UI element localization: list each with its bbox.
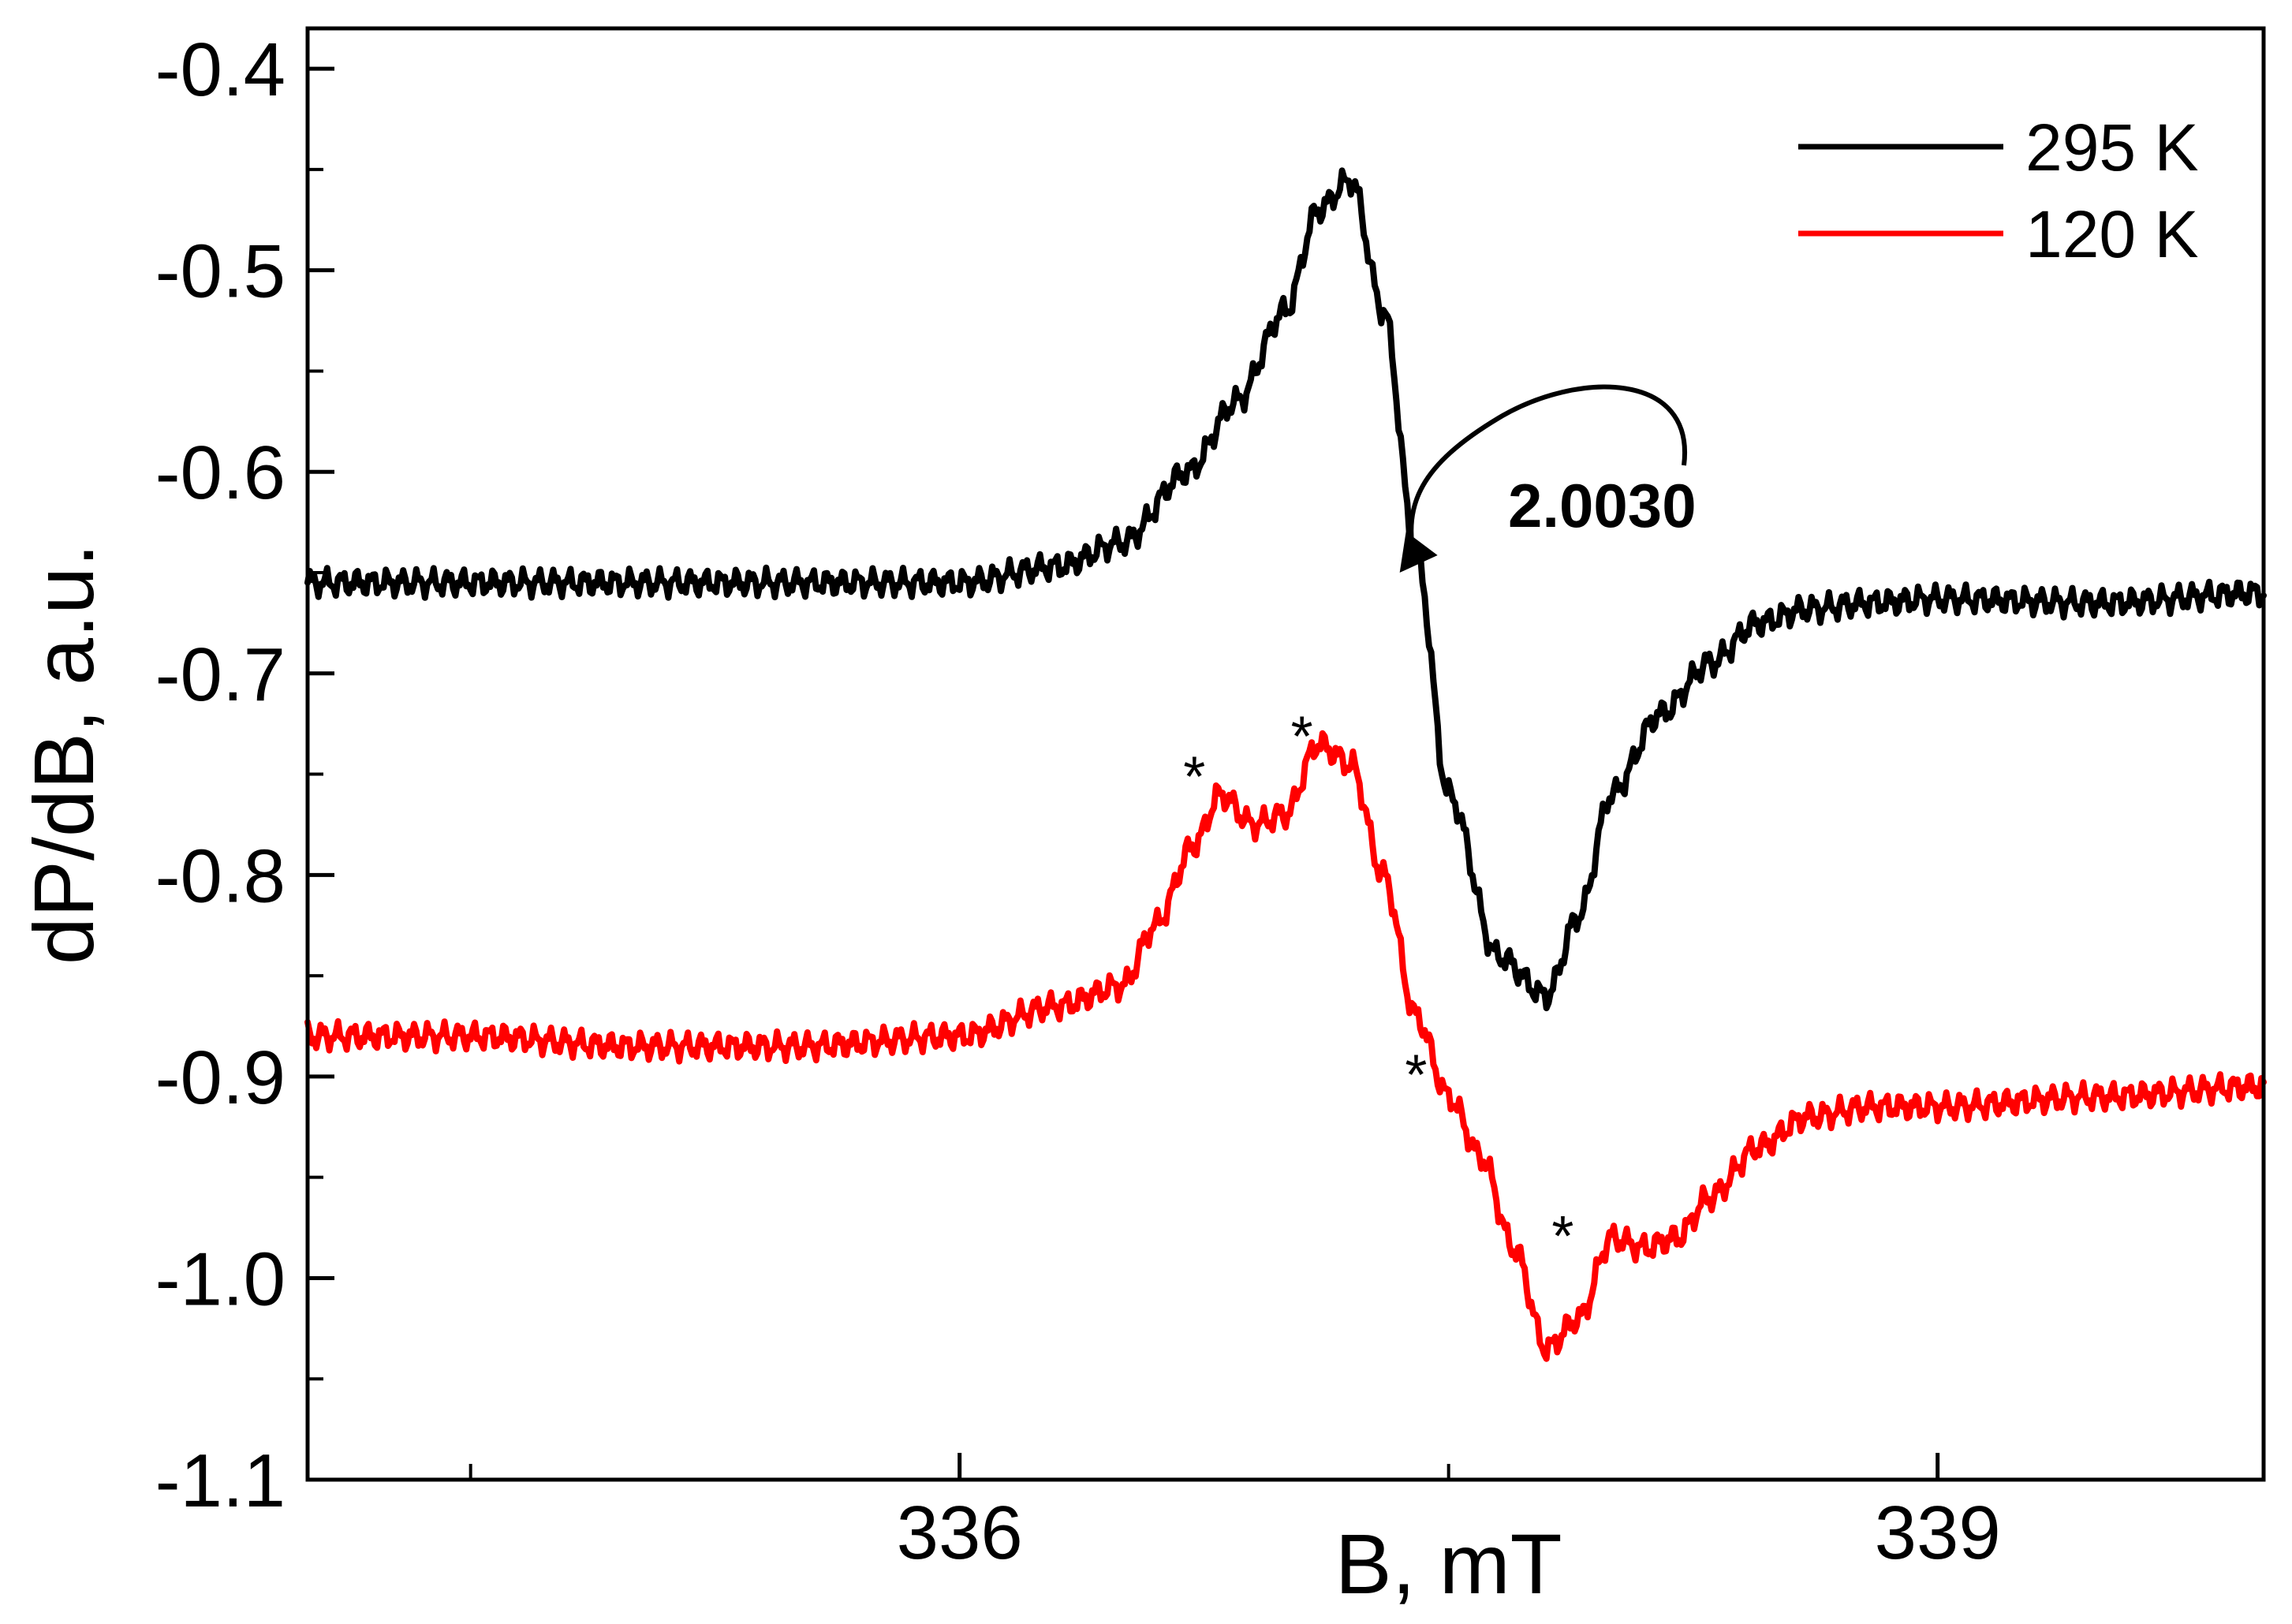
annotation-arrow [1409,384,1688,558]
x-tick-label: 339 [1875,1491,2001,1575]
axis-ticks [308,66,1940,1482]
x-tick-label: 336 [897,1491,1023,1575]
y-tick-label: -0.6 [155,431,286,515]
annotation-star: * [1291,705,1313,768]
y-tick-label: -0.8 [155,834,286,918]
axis-tick-labels: -0.4 -0.5 -0.6 -0.7 -0.8 -0.9 -1.0 -1.1 336 339 [155,28,2001,1575]
y-tick-label: -0.5 [155,230,286,314]
x-axis-title: B, mT [1335,1516,1562,1611]
legend-label-120k: 120 K [2025,197,2199,271]
annotation-star: * [1183,745,1205,808]
series-line-120k [304,730,2267,1362]
y-tick-label: -1.0 [155,1237,286,1321]
annotation-g-factor: 2.0030 [1508,471,1697,540]
y-tick-label: -0.9 [155,1036,286,1120]
annotation-arrowhead [1399,532,1438,573]
series-line-295k [304,167,2267,1012]
y-tick-label: -1.1 [155,1439,286,1523]
annotation-star: * [1551,1205,1573,1268]
y-tick-label: -0.4 [155,28,286,112]
annotation-star: * [1405,1044,1427,1107]
legend: 295 K 120 K [1798,110,2199,271]
legend-label-295k: 295 K [2025,110,2199,185]
y-axis-title: dP/dB, a.u. [16,543,111,965]
y-tick-label: -0.7 [155,633,286,717]
plot-frame [305,26,2266,1482]
annotations: 2.0030 * * * * [1183,384,1697,1268]
series-lines [304,167,2267,1362]
